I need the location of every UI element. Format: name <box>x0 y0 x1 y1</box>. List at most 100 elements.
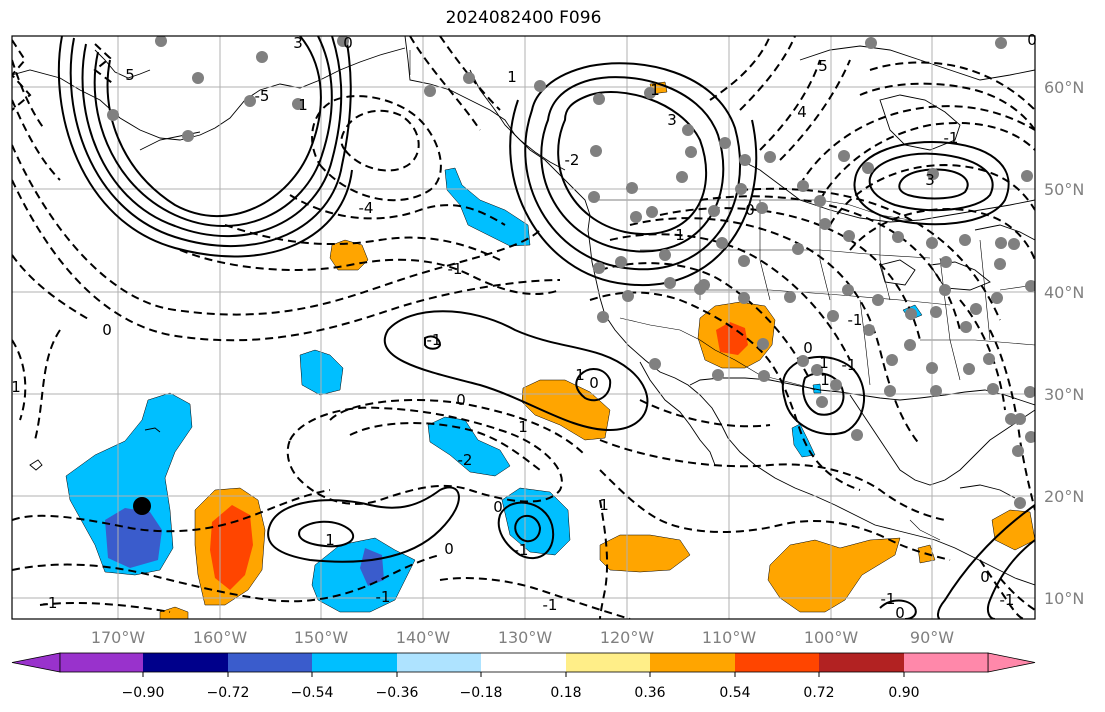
station-dot <box>644 87 656 99</box>
latitude-label: 40°N <box>1044 283 1084 302</box>
station-dot <box>712 369 724 381</box>
location-marker <box>133 497 151 515</box>
contour-label: -1 <box>543 596 558 614</box>
station-dot <box>182 130 194 142</box>
contour-label: 1 <box>820 371 830 389</box>
station-dot <box>851 429 863 441</box>
contour-label: 0 <box>745 201 755 219</box>
station-dot <box>424 85 436 97</box>
colorbar-bin <box>566 653 650 672</box>
colorbar-bin <box>60 653 143 672</box>
station-dot <box>792 243 804 255</box>
station-dot <box>963 363 975 375</box>
colorbar-tick-label: −0.72 <box>207 685 250 701</box>
station-dot <box>884 385 896 397</box>
longitude-label: 160°W <box>193 628 248 647</box>
contour-label: -1 <box>842 356 857 374</box>
contour-label: -1 <box>881 590 896 608</box>
latitude-label: 10°N <box>1044 589 1084 608</box>
contours-solid <box>57 36 1035 619</box>
longitude-label: 140°W <box>396 628 451 647</box>
contour-label: -1 <box>848 311 863 329</box>
contour-label: 0 <box>102 321 112 339</box>
contour-label: 0 <box>456 391 466 409</box>
station-dot <box>865 37 877 49</box>
station-dot <box>292 98 304 110</box>
station-dot <box>588 191 600 203</box>
contour-label: -1 <box>376 588 391 606</box>
contours-dashed <box>12 36 1035 619</box>
station-dot <box>863 324 875 336</box>
contour-label: 0 <box>895 604 905 622</box>
station-dot <box>830 379 842 391</box>
contour-label: 1 <box>11 378 21 396</box>
colorbar-bin <box>481 653 566 672</box>
station-dot <box>872 294 884 306</box>
contour-label: -1 <box>43 594 58 612</box>
political-borders <box>409 50 1035 541</box>
longitude-label: 100°W <box>804 628 859 647</box>
station-dot <box>698 279 710 291</box>
station-dot <box>904 339 916 351</box>
shade-light-positive <box>991 509 1035 551</box>
station-dot <box>819 218 831 230</box>
map-content <box>12 36 1035 619</box>
shade-strong-negative <box>360 548 384 586</box>
contour-label: -1 <box>1000 591 1015 609</box>
contour-label: -2 <box>458 451 473 469</box>
shade-strong-negative <box>105 508 162 568</box>
station-dot <box>626 182 638 194</box>
longitude-label: 170°W <box>91 628 146 647</box>
contour-label: -1 <box>944 129 959 147</box>
shade-light-positive <box>767 537 901 613</box>
station-dot <box>1025 431 1035 443</box>
shade-negative <box>427 416 511 477</box>
latitude-label: 50°N <box>1044 180 1084 199</box>
station-dot <box>757 338 769 350</box>
colorbar-bin <box>650 653 735 672</box>
station-dot <box>892 231 904 243</box>
colorbar-bin <box>228 653 312 672</box>
longitude-labels: 170°W 160°W 150°W 140°W 130°W 120°W 110°W 100°W… <box>91 628 954 647</box>
station-dot <box>593 262 605 274</box>
contour-label: 5 <box>125 66 135 84</box>
station-dot <box>811 364 823 376</box>
station-dot <box>107 109 119 121</box>
colorbar-tick-label: 0.90 <box>888 685 919 701</box>
station-dot <box>685 146 697 158</box>
station-dot <box>842 284 854 296</box>
station-dot <box>756 202 768 214</box>
station-dot <box>244 95 256 107</box>
colorbar-extend-max <box>987 652 1036 673</box>
station-dot <box>659 249 671 261</box>
contour-label: -4 <box>359 199 374 217</box>
station-dot <box>719 137 731 149</box>
latitude-label: 60°N <box>1044 78 1084 97</box>
station-dot <box>463 72 475 84</box>
station-dot <box>622 290 634 302</box>
shade-negative <box>444 167 531 247</box>
contour-label: -5 <box>255 87 270 105</box>
station-dot <box>983 353 995 365</box>
contour-label: 1 <box>599 496 609 514</box>
station-dot <box>708 205 720 217</box>
latitude-label: 20°N <box>1044 487 1084 506</box>
station-dot <box>630 211 642 223</box>
colorbar-tick-label: −0.36 <box>376 685 419 701</box>
station-dot <box>682 124 694 136</box>
contour-label: -2 <box>565 151 580 169</box>
colorbar-bin <box>312 653 397 672</box>
longitude-label: 130°W <box>498 628 553 647</box>
station-dot <box>797 355 809 367</box>
station-dot <box>927 168 939 180</box>
station-dot <box>1014 413 1026 425</box>
station-dot <box>905 308 917 320</box>
contour-label: -1 <box>514 541 529 559</box>
station-dot <box>738 292 750 304</box>
shade-light-positive <box>159 606 189 619</box>
contour-label: -1 <box>427 331 442 349</box>
contour-label: 0 <box>803 339 813 357</box>
colorbar <box>11 652 1036 673</box>
longitude-label: 150°W <box>294 628 349 647</box>
